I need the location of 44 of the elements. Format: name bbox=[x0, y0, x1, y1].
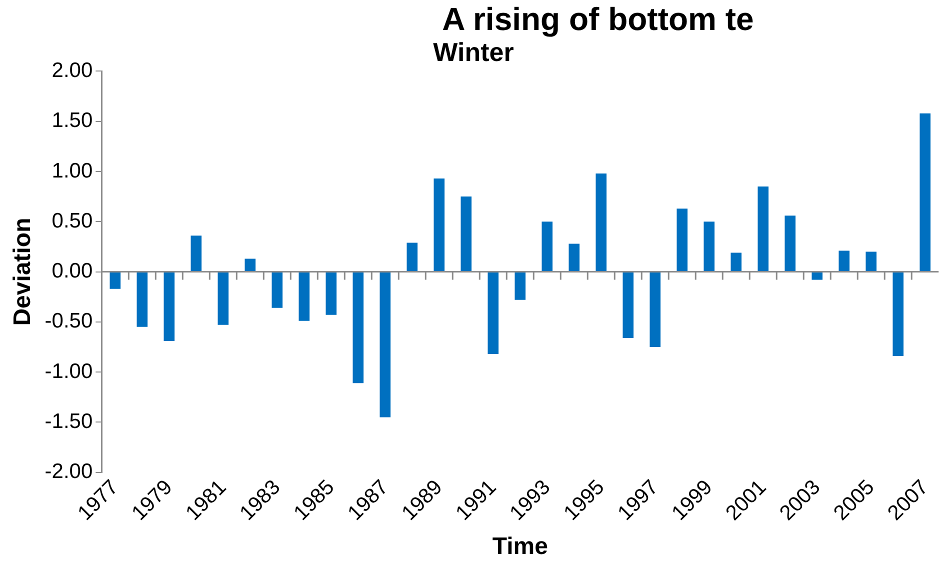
bar bbox=[190, 236, 202, 272]
y-tick-label: 0.00 bbox=[52, 260, 93, 283]
x-axis-title: Time bbox=[492, 533, 548, 560]
bar bbox=[704, 222, 715, 272]
bar bbox=[352, 272, 364, 384]
bar bbox=[650, 272, 661, 347]
bar bbox=[920, 113, 931, 272]
bar bbox=[244, 258, 256, 272]
bar bbox=[110, 272, 121, 289]
bar bbox=[406, 242, 418, 272]
bar bbox=[380, 272, 391, 418]
bar bbox=[568, 244, 580, 272]
y-tick-label: -1.00 bbox=[44, 360, 93, 383]
y-tick-label: 2.00 bbox=[52, 58, 93, 82]
bar bbox=[218, 272, 229, 325]
bar bbox=[866, 252, 877, 272]
bar bbox=[164, 272, 175, 341]
bar bbox=[676, 208, 688, 272]
bar bbox=[542, 222, 553, 272]
y-tick-label: -1.50 bbox=[44, 410, 93, 433]
chart-title: Winter bbox=[433, 36, 514, 67]
y-tick-label: 0.50 bbox=[52, 209, 93, 232]
bar bbox=[892, 272, 904, 356]
bar bbox=[758, 186, 769, 272]
y-tick-label: 1.00 bbox=[52, 159, 93, 182]
bar bbox=[434, 178, 445, 272]
bar bbox=[326, 272, 337, 315]
y-axis-title: Deviation bbox=[9, 218, 36, 326]
bar bbox=[622, 272, 634, 338]
bar bbox=[272, 272, 283, 308]
y-tick-label: -0.50 bbox=[44, 310, 93, 333]
bar bbox=[488, 272, 499, 354]
bar bbox=[812, 272, 823, 280]
y-tick-label: -2.00 bbox=[44, 460, 93, 484]
bar bbox=[514, 272, 526, 300]
text: A rising of bottom te bbox=[441, 0, 755, 38]
bar bbox=[298, 272, 310, 321]
bar bbox=[596, 173, 607, 272]
bar bbox=[730, 252, 742, 272]
bar bbox=[784, 216, 796, 272]
y-tick-label: 1.50 bbox=[52, 109, 93, 132]
bar bbox=[838, 250, 850, 272]
bar bbox=[460, 196, 472, 272]
bar bbox=[136, 272, 148, 327]
